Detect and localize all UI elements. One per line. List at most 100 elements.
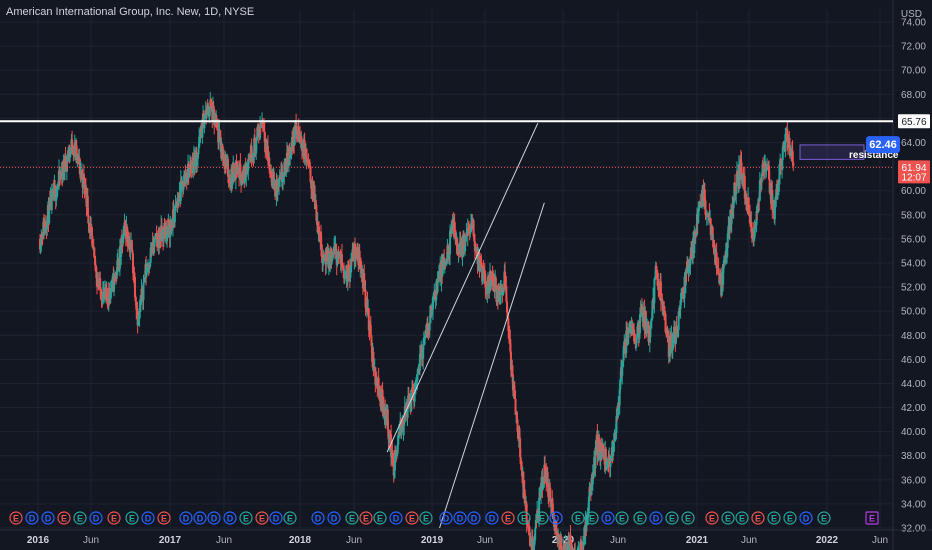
candle-body xyxy=(602,445,605,449)
earnings-marker[interactable]: E xyxy=(721,511,735,525)
candle-body xyxy=(786,129,789,143)
event-marker-ring xyxy=(125,511,139,525)
price-axis[interactable]: 74.0072.0070.0068.0066.0064.0062.0060.00… xyxy=(892,0,926,550)
event-marker-ring xyxy=(239,511,253,525)
candle-body xyxy=(101,291,104,304)
candle-body xyxy=(352,249,355,259)
earnings-marker[interactable]: E xyxy=(681,511,695,525)
candle-body xyxy=(186,177,189,181)
dividend-marker[interactable]: D xyxy=(485,511,499,525)
dividend-marker[interactable]: D xyxy=(141,511,155,525)
dividend-marker[interactable]: D xyxy=(207,511,221,525)
candle-body xyxy=(137,318,140,320)
candle-body xyxy=(504,271,507,286)
earnings-marker[interactable]: E xyxy=(633,511,647,525)
drawings-layer[interactable]: resistance xyxy=(0,120,899,529)
candle-body xyxy=(443,260,446,269)
earnings-marker[interactable]: E xyxy=(751,511,765,525)
dividend-marker[interactable]: D xyxy=(549,511,563,525)
dividend-marker[interactable]: D xyxy=(269,511,283,525)
earnings-marker[interactable]: E xyxy=(615,511,629,525)
earnings-marker[interactable]: E xyxy=(345,511,359,525)
dividend-marker[interactable]: D xyxy=(601,511,615,525)
earnings-marker[interactable]: E xyxy=(283,511,297,525)
candle-body xyxy=(627,329,630,344)
candle-body xyxy=(233,174,236,179)
earnings-marker[interactable]: E xyxy=(535,511,549,525)
earnings-marker[interactable]: E xyxy=(767,511,781,525)
channel-upper-line xyxy=(386,123,539,453)
dividend-marker[interactable]: D xyxy=(179,511,193,525)
candle-body xyxy=(528,527,531,533)
candle-body xyxy=(318,226,321,241)
y-tick-label: 58.00 xyxy=(901,210,926,221)
candle-body xyxy=(627,328,630,330)
dividend-marker[interactable]: D xyxy=(649,511,663,525)
earnings-marker[interactable]: E xyxy=(405,511,419,525)
earnings-marker[interactable]: E xyxy=(9,511,23,525)
y-tick-label: 40.00 xyxy=(901,427,926,438)
earnings-marker[interactable]: E xyxy=(501,511,515,525)
candle-body xyxy=(733,182,736,203)
dividend-marker[interactable]: D xyxy=(193,511,207,525)
earnings-marker[interactable]: E xyxy=(585,511,599,525)
dividend-marker[interactable]: D xyxy=(41,511,55,525)
candle-body xyxy=(171,209,174,229)
candle-body xyxy=(167,220,170,231)
dividend-marker[interactable]: D xyxy=(223,511,237,525)
earnings-marker[interactable]: E xyxy=(665,511,679,525)
earnings-marker[interactable]: E xyxy=(735,511,749,525)
earnings-marker[interactable]: E xyxy=(73,511,87,525)
dividend-marker[interactable]: D xyxy=(327,511,341,525)
candle-body xyxy=(423,338,426,340)
candle-body xyxy=(755,211,758,226)
candle-body xyxy=(307,160,310,162)
earnings-marker[interactable]: E xyxy=(705,511,719,525)
dividend-marker[interactable]: D xyxy=(439,511,453,525)
event-marker-ring xyxy=(207,511,221,525)
earnings-marker[interactable]: E xyxy=(783,511,797,525)
candle-body xyxy=(605,464,608,469)
dividend-marker[interactable]: D xyxy=(311,511,325,525)
candle-body xyxy=(485,287,488,290)
candle-body xyxy=(456,238,459,252)
dividend-marker[interactable]: D xyxy=(25,511,39,525)
dividend-marker[interactable]: D xyxy=(89,511,103,525)
candle-body xyxy=(174,204,177,206)
earnings-marker[interactable]: E xyxy=(817,511,831,525)
x-tick-label: Jun xyxy=(610,535,626,546)
dividend-marker[interactable]: D xyxy=(467,511,481,525)
y-tick-label: 42.00 xyxy=(901,403,926,414)
earnings-marker[interactable]: E xyxy=(157,511,171,525)
target-label: 62.46 xyxy=(866,136,900,154)
dividend-marker[interactable]: D xyxy=(453,511,467,525)
earnings-marker[interactable]: E xyxy=(517,511,531,525)
candle-body xyxy=(464,235,467,252)
last-price-tag-bg xyxy=(898,160,930,184)
candle-body xyxy=(253,137,256,144)
earnings-marker[interactable]: E xyxy=(373,511,387,525)
candle-body xyxy=(682,293,685,296)
candle-body xyxy=(564,542,567,550)
earnings-marker[interactable]: E xyxy=(125,511,139,525)
event-marker-ring xyxy=(405,511,419,525)
dividend-marker[interactable]: D xyxy=(799,511,813,525)
candle-body xyxy=(364,289,367,308)
x-tick-label: Jun xyxy=(216,535,232,546)
earnings-marker[interactable]: E xyxy=(359,511,373,525)
earnings-marker[interactable]: E xyxy=(419,511,433,525)
earnings-marker[interactable]: E xyxy=(239,511,253,525)
candle-body xyxy=(424,336,427,339)
candle-body xyxy=(344,272,347,278)
time-axis[interactable]: 2016Jun2017Jun2018Jun2019Jun2020Jun2021J… xyxy=(0,529,932,546)
candle-body xyxy=(730,214,733,224)
earnings-marker[interactable]: E xyxy=(255,511,269,525)
earnings-marker[interactable]: E xyxy=(107,511,121,525)
earnings-marker[interactable]: E xyxy=(57,511,71,525)
earnings-marker[interactable]: E xyxy=(571,511,585,525)
candle-body xyxy=(633,329,636,342)
candle-body xyxy=(518,428,521,439)
dividend-marker[interactable]: D xyxy=(389,511,403,525)
